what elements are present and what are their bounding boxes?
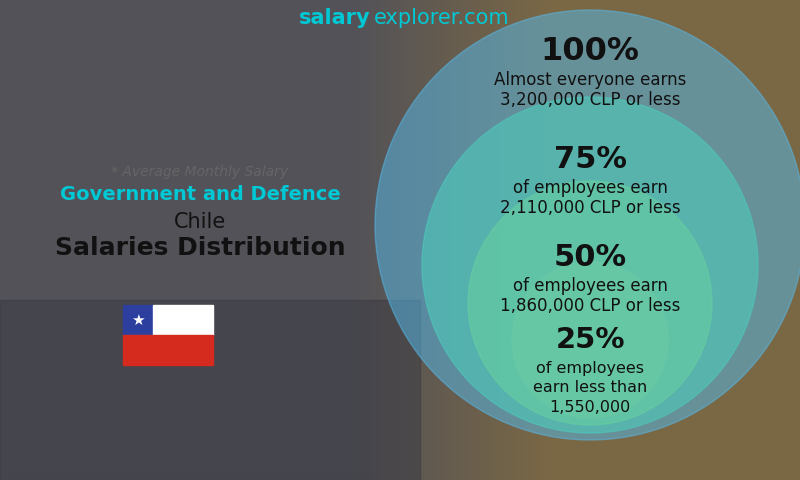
Bar xyxy=(435,0,440,480)
Bar xyxy=(375,0,380,480)
Bar xyxy=(470,0,475,480)
Bar xyxy=(0,0,400,480)
Text: earn less than: earn less than xyxy=(533,381,647,396)
Circle shape xyxy=(375,10,800,440)
Bar xyxy=(355,0,360,480)
Bar xyxy=(420,0,425,480)
Bar xyxy=(350,0,355,480)
Circle shape xyxy=(468,181,712,425)
Bar xyxy=(545,0,550,480)
Bar xyxy=(475,0,480,480)
Bar xyxy=(515,0,520,480)
Bar xyxy=(480,0,485,480)
Bar xyxy=(425,0,430,480)
Text: explorer.com: explorer.com xyxy=(374,8,510,28)
Text: 75%: 75% xyxy=(554,145,626,175)
Bar xyxy=(500,0,505,480)
Bar xyxy=(400,0,405,480)
Bar xyxy=(505,0,510,480)
Bar xyxy=(465,0,470,480)
Bar xyxy=(495,0,500,480)
Bar xyxy=(385,0,390,480)
Text: salary: salary xyxy=(298,8,370,28)
Bar xyxy=(450,0,455,480)
Bar xyxy=(530,0,535,480)
Text: * Average Monthly Salary: * Average Monthly Salary xyxy=(111,165,289,179)
Bar xyxy=(400,0,800,480)
Bar xyxy=(540,0,545,480)
Text: 100%: 100% xyxy=(541,36,639,68)
Bar xyxy=(380,0,385,480)
Circle shape xyxy=(512,262,668,418)
Circle shape xyxy=(422,97,758,433)
Bar xyxy=(445,0,450,480)
Text: Salaries Distribution: Salaries Distribution xyxy=(54,236,346,260)
Bar xyxy=(490,0,495,480)
Bar xyxy=(153,305,213,335)
Text: Almost everyone earns: Almost everyone earns xyxy=(494,71,686,89)
Text: 2,110,000 CLP or less: 2,110,000 CLP or less xyxy=(500,199,680,217)
Bar xyxy=(395,0,400,480)
Bar xyxy=(460,0,465,480)
Bar xyxy=(525,0,530,480)
Text: of employees: of employees xyxy=(536,360,644,375)
Text: 25%: 25% xyxy=(555,326,625,354)
Text: 1,550,000: 1,550,000 xyxy=(550,400,630,416)
Bar xyxy=(520,0,525,480)
Bar xyxy=(405,0,410,480)
Text: Government and Defence: Government and Defence xyxy=(60,185,340,204)
Bar xyxy=(0,300,420,480)
Bar xyxy=(535,0,540,480)
Text: ★: ★ xyxy=(131,312,145,327)
Bar xyxy=(510,0,515,480)
Bar xyxy=(365,0,370,480)
Bar xyxy=(455,0,460,480)
Text: 3,200,000 CLP or less: 3,200,000 CLP or less xyxy=(500,91,680,109)
Bar xyxy=(415,0,420,480)
Bar xyxy=(410,0,415,480)
Bar xyxy=(123,335,213,365)
Bar xyxy=(370,0,375,480)
Bar xyxy=(390,0,395,480)
Text: Chile: Chile xyxy=(174,212,226,232)
Text: 1,860,000 CLP or less: 1,860,000 CLP or less xyxy=(500,297,680,315)
Text: 50%: 50% xyxy=(554,243,626,273)
Bar xyxy=(430,0,435,480)
Bar xyxy=(360,0,365,480)
Text: of employees earn: of employees earn xyxy=(513,277,667,295)
Bar xyxy=(123,305,153,335)
Bar xyxy=(440,0,445,480)
Bar xyxy=(485,0,490,480)
Text: of employees earn: of employees earn xyxy=(513,179,667,197)
